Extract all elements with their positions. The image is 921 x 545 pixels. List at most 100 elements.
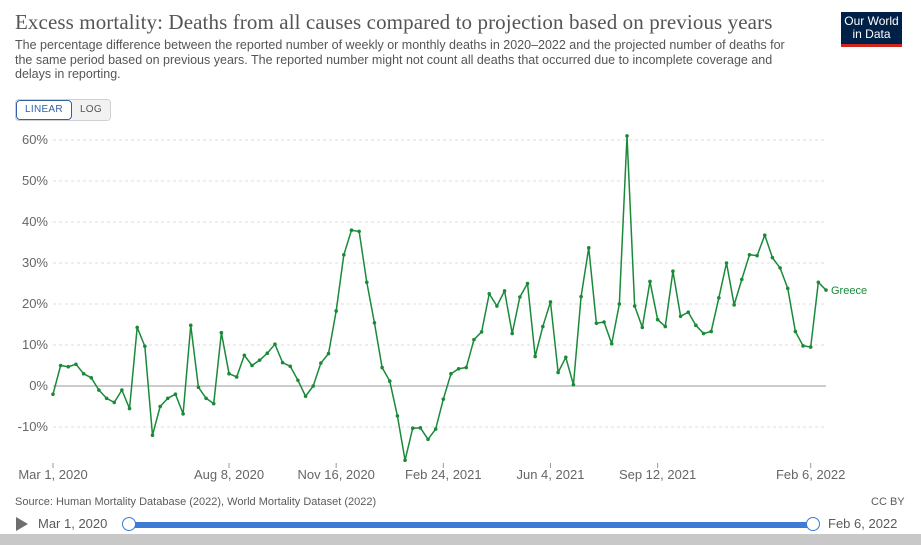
data-point: [426, 437, 430, 442]
data-point: [250, 363, 254, 368]
data-point: [135, 325, 139, 330]
data-point: [227, 371, 231, 376]
data-point: [778, 266, 782, 270]
data-point: [303, 394, 308, 399]
data-point: [548, 300, 553, 304]
data-point: [801, 344, 805, 348]
data-point: [410, 426, 415, 431]
data-point: [158, 404, 162, 409]
data-point: [89, 376, 94, 380]
data-point: [770, 255, 775, 260]
data-point: [273, 342, 277, 346]
data-point: [640, 325, 645, 330]
data-point: [762, 233, 767, 237]
play-icon[interactable]: [16, 517, 28, 531]
x-tick-label: Aug 8, 2020: [194, 467, 264, 482]
data-point: [342, 253, 346, 257]
data-point: [732, 303, 736, 307]
data-point: [120, 388, 124, 392]
y-tick-label: 60%: [22, 132, 48, 147]
data-point: [456, 366, 461, 371]
data-point: [694, 323, 698, 328]
data-point: [265, 351, 270, 355]
data-point: [204, 396, 208, 401]
data-point: [319, 361, 323, 365]
excess-mortality-chart[interactable]: -10% 0% 10% 20% 30% 40% 50% 60% Mar 1, 2020 Aug 8…: [0, 125, 921, 490]
data-point: [127, 406, 132, 411]
x-tick-label: Feb 24, 2021: [405, 467, 482, 482]
data-point: [495, 304, 499, 308]
data-point: [219, 330, 224, 335]
timeline-end-handle[interactable]: [806, 517, 820, 531]
data-point: [816, 280, 821, 285]
x-tick-label: Mar 1, 2020: [18, 467, 87, 482]
linear-scale-button[interactable]: LINEAR: [16, 100, 72, 120]
series-points-layer: [51, 134, 828, 463]
data-point: [609, 341, 614, 346]
data-point: [755, 253, 759, 258]
data-point: [625, 134, 629, 138]
data-point: [449, 371, 453, 376]
data-point: [97, 388, 101, 392]
owid-logo[interactable]: Our World in Data: [841, 12, 902, 47]
data-point: [349, 228, 354, 232]
scale-toggle[interactable]: LINEAR LOG: [15, 99, 111, 121]
data-point: [740, 277, 744, 282]
timeline-track[interactable]: [129, 522, 813, 528]
license-link[interactable]: CC BY: [871, 496, 905, 508]
y-tick-label: 50%: [22, 173, 48, 188]
data-point: [717, 296, 721, 300]
data-point: [602, 320, 606, 324]
data-point: [166, 396, 170, 401]
data-point: [104, 396, 109, 401]
log-scale-button[interactable]: LOG: [71, 100, 110, 120]
data-point: [594, 321, 599, 326]
data-point: [74, 362, 78, 367]
data-point: [701, 331, 706, 336]
data-point: [173, 392, 178, 397]
data-point: [51, 392, 55, 397]
timeline-end-label: Feb 6, 2022: [828, 516, 898, 531]
x-tick-label: Feb 6, 2022: [776, 467, 845, 482]
bottom-scrollbar[interactable]: [0, 534, 921, 545]
data-point: [188, 323, 193, 328]
data-point: [525, 281, 530, 286]
x-tick-label: Jun 4, 2021: [516, 467, 584, 482]
y-tick-label: 0%: [29, 378, 48, 393]
data-point: [66, 364, 71, 369]
data-point: [632, 304, 637, 308]
data-point: [433, 427, 438, 431]
axis-layer: -10% 0% 10% 20% 30% 40% 50% 60% Mar 1, 2020 Aug 8…: [18, 132, 846, 482]
data-point: [296, 378, 300, 383]
data-point: [181, 412, 185, 416]
data-point: [563, 355, 568, 360]
chart-subtitle: The percentage difference between the re…: [15, 38, 785, 81]
data-point: [112, 400, 117, 405]
data-point: [617, 302, 622, 306]
data-point: [280, 360, 285, 365]
timeline-start-handle[interactable]: [122, 517, 136, 531]
data-point: [58, 363, 63, 368]
data-point: [502, 289, 507, 293]
y-tick-label: 10%: [22, 337, 48, 352]
data-point: [196, 385, 201, 390]
data-point: [150, 433, 155, 438]
series-line-greece: [52, 135, 827, 461]
data-point: [81, 371, 86, 376]
data-point: [234, 375, 239, 379]
data-point: [403, 458, 407, 463]
logo-line2: in Data: [852, 27, 891, 41]
data-point: [143, 344, 147, 349]
data-point: [357, 229, 361, 234]
data-point: [387, 379, 392, 383]
data-point: [257, 358, 262, 362]
timeline[interactable]: Mar 1, 2020 Feb 6, 2022: [0, 514, 921, 545]
data-point: [533, 354, 537, 359]
chart-title: Excess mortality: Deaths from all causes…: [15, 10, 773, 34]
data-point: [380, 365, 384, 370]
data-point: [372, 321, 377, 325]
series-label-layer: Greece: [831, 285, 867, 297]
data-point: [334, 309, 338, 313]
y-tick-label: -10%: [18, 419, 49, 434]
data-point: [418, 426, 423, 430]
